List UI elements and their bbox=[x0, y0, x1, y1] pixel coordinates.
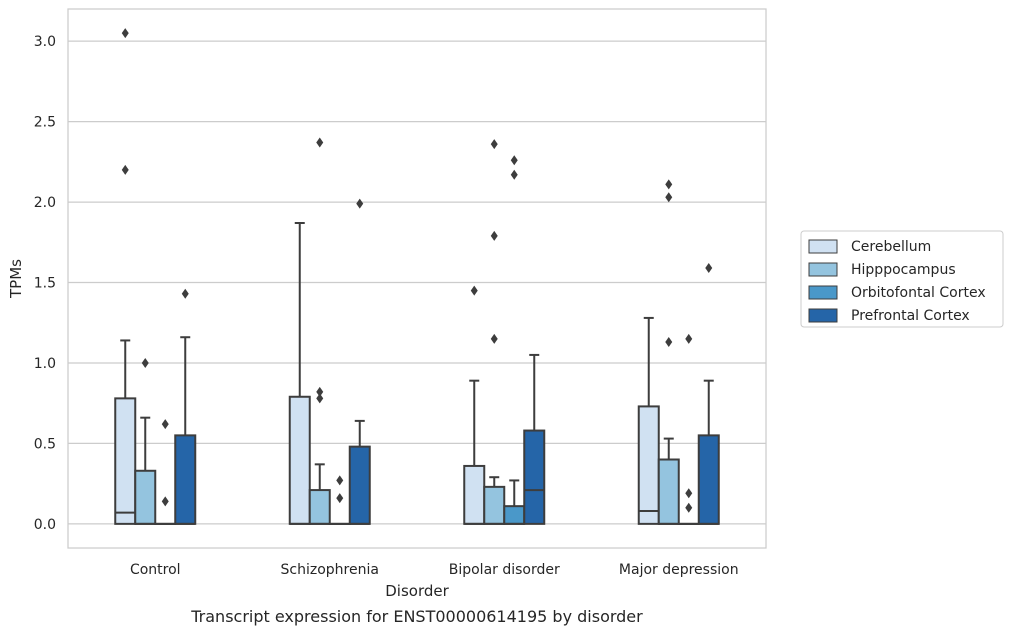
outlier-point bbox=[685, 502, 693, 513]
iqr-box bbox=[288, 395, 311, 525]
outlier-point bbox=[121, 164, 129, 175]
outlier-point bbox=[336, 475, 344, 486]
gridlines bbox=[68, 40, 766, 525]
outlier-point bbox=[161, 419, 169, 430]
legend: Cerebellum Hipppocampus Orbitofontal Corte… bbox=[800, 230, 1004, 328]
x-axis-title: Disorder bbox=[385, 582, 449, 600]
y-axis-ticks: 0.0 0.5 1.0 1.5 2.0 2.5 3.0 bbox=[34, 34, 56, 533]
iqr-box bbox=[503, 505, 526, 525]
box-orbitofontal-cortex bbox=[154, 419, 177, 525]
box-hipppocampus bbox=[308, 137, 331, 525]
box-orbitofontal-cortex bbox=[677, 333, 700, 525]
legend-swatch bbox=[808, 239, 838, 254]
legend-swatch bbox=[808, 285, 838, 300]
box-prefrontal-cortex bbox=[697, 263, 720, 525]
iqr-box bbox=[114, 397, 137, 525]
y-tick-label: 3.0 bbox=[34, 34, 56, 50]
iqr-box bbox=[463, 464, 486, 525]
x-axis-ticks: Control Schizophrenia Bipolar disorder Majo… bbox=[130, 562, 739, 578]
outlier-point bbox=[665, 179, 673, 190]
x-tick-label: Schizophrenia bbox=[281, 562, 379, 578]
iqr-box bbox=[134, 469, 157, 525]
legend-item: Cerebellum bbox=[808, 239, 931, 255]
legend-label: Hipppocampus bbox=[851, 262, 956, 278]
outlier-point bbox=[685, 488, 693, 499]
iqr-box bbox=[657, 458, 680, 525]
outlier-point bbox=[470, 285, 478, 296]
legend-swatch bbox=[808, 262, 838, 277]
outlier-point bbox=[141, 357, 149, 368]
legend-item: Hipppocampus bbox=[808, 262, 956, 278]
outlier-point bbox=[665, 192, 673, 203]
outlier-point bbox=[356, 198, 364, 209]
outlier-point bbox=[336, 493, 344, 504]
box-cerebellum bbox=[463, 285, 486, 525]
outlier-point bbox=[316, 393, 324, 404]
box-cerebellum bbox=[288, 221, 311, 525]
outlier-point bbox=[490, 230, 498, 241]
y-tick-label: 0.5 bbox=[34, 436, 56, 452]
chart-caption: Transcript expression for ENST0000061419… bbox=[190, 607, 643, 626]
box-prefrontal-cortex bbox=[348, 198, 371, 525]
box-orbitofontal-cortex bbox=[328, 475, 351, 525]
x-tick-label: Bipolar disorder bbox=[449, 562, 560, 578]
outlier-point bbox=[490, 333, 498, 344]
y-tick-label: 2.0 bbox=[34, 195, 56, 211]
plot-frame bbox=[67, 8, 767, 549]
box-cerebellum bbox=[637, 316, 660, 525]
y-axis-title: TPMs bbox=[7, 259, 25, 299]
box-hipppocampus bbox=[657, 179, 680, 525]
iqr-box bbox=[308, 489, 331, 525]
y-tick-label: 1.5 bbox=[34, 276, 56, 292]
y-tick-label: 1.0 bbox=[34, 356, 56, 372]
box-plot-area bbox=[114, 28, 720, 525]
x-tick-label: Control bbox=[130, 562, 181, 578]
box-prefrontal-cortex bbox=[174, 288, 197, 525]
iqr-box bbox=[523, 429, 546, 525]
legend-swatch bbox=[808, 308, 838, 323]
outlier-point bbox=[181, 288, 189, 299]
box-prefrontal-cortex bbox=[523, 353, 546, 525]
box-cerebellum bbox=[114, 28, 137, 525]
legend-label: Cerebellum bbox=[851, 239, 931, 255]
outlier-point bbox=[665, 337, 673, 348]
outlier-point bbox=[121, 28, 129, 39]
outlier-point bbox=[316, 137, 324, 148]
box-orbitofontal-cortex bbox=[503, 155, 526, 525]
legend-item: Orbitofontal Cortex bbox=[808, 285, 986, 301]
y-tick-label: 2.5 bbox=[34, 115, 56, 131]
outlier-point bbox=[490, 139, 498, 150]
outlier-point bbox=[685, 333, 693, 344]
outlier-point bbox=[510, 155, 518, 166]
box-hipppocampus bbox=[134, 357, 157, 525]
legend-label: Prefrontal Cortex bbox=[851, 308, 970, 324]
x-tick-label: Major depression bbox=[619, 562, 739, 578]
outlier-point bbox=[161, 496, 169, 507]
iqr-box bbox=[697, 434, 720, 525]
box-hipppocampus bbox=[483, 139, 506, 525]
legend-frame bbox=[800, 230, 1004, 328]
iqr-box bbox=[637, 405, 660, 525]
iqr-box bbox=[348, 445, 371, 525]
outlier-point bbox=[316, 386, 324, 397]
y-tick-label: 0.0 bbox=[34, 517, 56, 533]
outlier-point bbox=[510, 169, 518, 180]
legend-item: Prefrontal Cortex bbox=[808, 308, 970, 324]
iqr-box bbox=[174, 434, 197, 525]
outlier-point bbox=[705, 263, 713, 274]
legend-label: Orbitofontal Cortex bbox=[851, 285, 986, 301]
iqr-box bbox=[483, 485, 506, 525]
